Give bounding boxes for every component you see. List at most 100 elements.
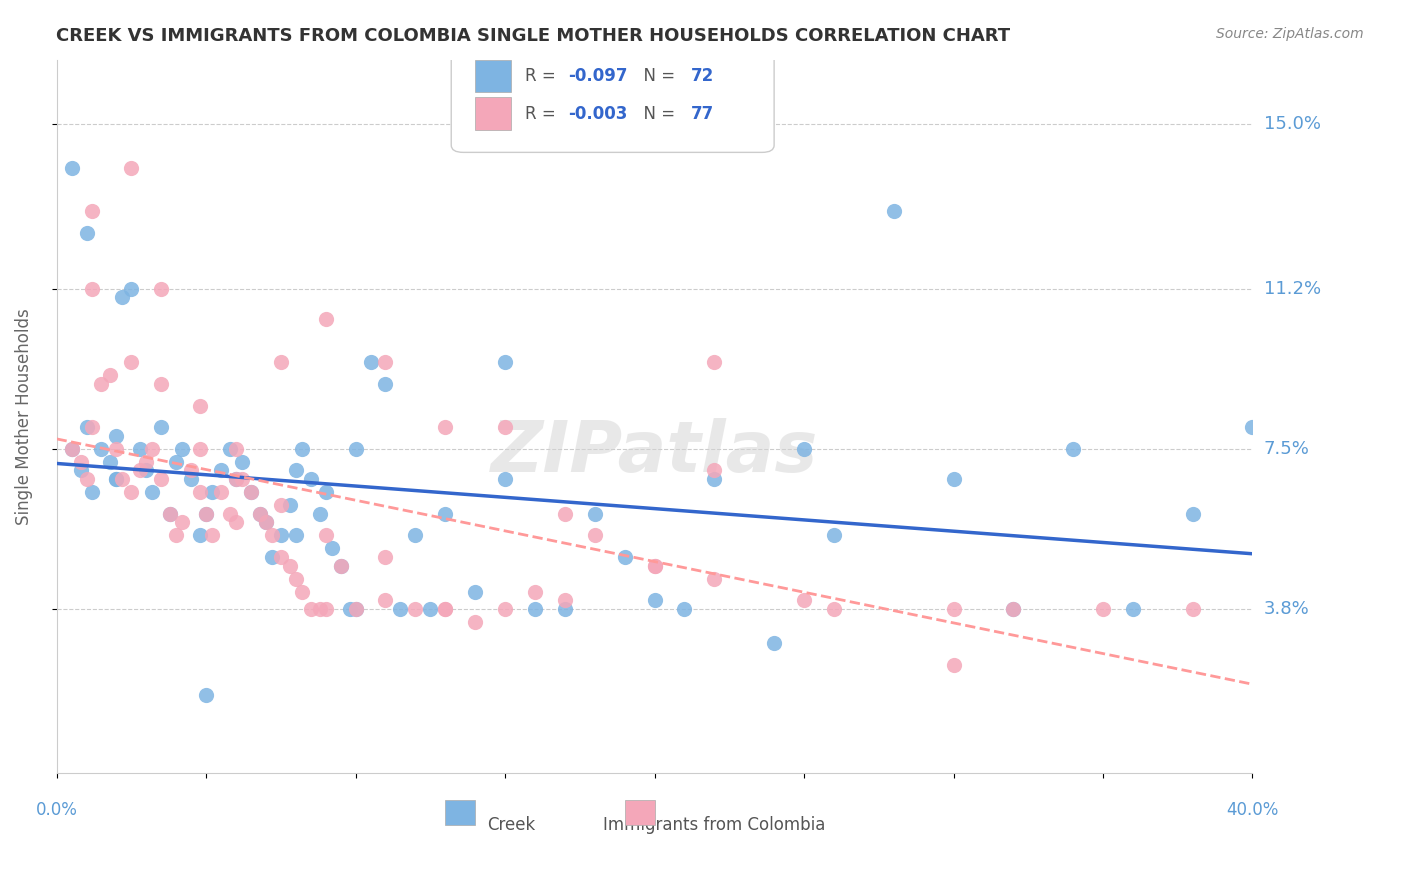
Point xyxy=(321,541,343,556)
Point xyxy=(1002,602,1025,616)
Point xyxy=(583,507,606,521)
Text: -0.003: -0.003 xyxy=(568,105,628,123)
Point xyxy=(374,355,396,369)
Point xyxy=(120,161,142,175)
Point xyxy=(763,636,786,650)
Point xyxy=(201,485,224,500)
Point xyxy=(129,463,152,477)
Point xyxy=(1241,420,1264,434)
Point xyxy=(195,507,218,521)
Point xyxy=(150,472,173,486)
Point xyxy=(209,485,232,500)
Text: 0.0%: 0.0% xyxy=(35,801,77,819)
Point xyxy=(225,472,247,486)
Point xyxy=(100,368,122,383)
FancyBboxPatch shape xyxy=(451,38,775,153)
Point xyxy=(703,355,725,369)
Y-axis label: Single Mother Households: Single Mother Households xyxy=(15,308,32,524)
Text: 3.8%: 3.8% xyxy=(1264,599,1309,618)
Point xyxy=(239,485,262,500)
Point xyxy=(249,507,271,521)
Point xyxy=(339,602,361,616)
Point xyxy=(315,528,337,542)
Point xyxy=(494,355,516,369)
Point xyxy=(554,602,576,616)
Point xyxy=(141,485,163,500)
Point xyxy=(82,485,104,500)
Point xyxy=(494,602,516,616)
Point xyxy=(188,399,211,413)
Point xyxy=(419,602,441,616)
Point xyxy=(76,226,98,240)
Point xyxy=(1062,442,1084,456)
Point xyxy=(239,485,262,500)
Point xyxy=(308,507,330,521)
Point xyxy=(299,472,322,486)
Point xyxy=(219,442,242,456)
Point xyxy=(195,507,218,521)
Point xyxy=(105,472,128,486)
Point xyxy=(374,376,396,391)
Point xyxy=(389,602,412,616)
Point xyxy=(135,455,157,469)
Point xyxy=(523,602,546,616)
Point xyxy=(82,420,104,434)
Point xyxy=(231,472,253,486)
Text: 11.2%: 11.2% xyxy=(1264,280,1320,298)
Point xyxy=(703,472,725,486)
Point xyxy=(260,549,283,564)
Text: 77: 77 xyxy=(690,105,714,123)
Text: N =: N = xyxy=(633,67,681,85)
Point xyxy=(464,584,486,599)
Text: Source: ZipAtlas.com: Source: ZipAtlas.com xyxy=(1216,27,1364,41)
Point xyxy=(523,584,546,599)
Point xyxy=(823,602,845,616)
Point xyxy=(494,420,516,434)
Point xyxy=(883,204,905,219)
Point xyxy=(1181,602,1204,616)
Point xyxy=(82,282,104,296)
Text: 7.5%: 7.5% xyxy=(1264,440,1309,458)
Point xyxy=(188,485,211,500)
Point xyxy=(225,516,247,530)
Point xyxy=(434,420,457,434)
Point xyxy=(100,455,122,469)
Text: 15.0%: 15.0% xyxy=(1264,115,1320,134)
Point xyxy=(270,549,292,564)
Point xyxy=(360,355,382,369)
Point xyxy=(644,558,666,573)
Point xyxy=(344,602,367,616)
Point xyxy=(254,516,277,530)
Point xyxy=(374,593,396,607)
Point xyxy=(150,282,173,296)
Point xyxy=(60,161,83,175)
Point xyxy=(278,498,301,512)
Point xyxy=(583,528,606,542)
Text: N =: N = xyxy=(633,105,681,123)
Point xyxy=(188,442,211,456)
Point xyxy=(308,602,330,616)
Point xyxy=(231,455,253,469)
Text: ZIPatlas: ZIPatlas xyxy=(491,417,818,486)
Point xyxy=(644,593,666,607)
Point xyxy=(150,420,173,434)
Point xyxy=(249,507,271,521)
Point xyxy=(329,558,352,573)
Point xyxy=(150,376,173,391)
Point xyxy=(613,549,636,564)
Point xyxy=(120,282,142,296)
Point xyxy=(60,442,83,456)
Point xyxy=(644,558,666,573)
Text: R =: R = xyxy=(526,105,561,123)
Point xyxy=(703,463,725,477)
Point xyxy=(260,528,283,542)
Point xyxy=(823,528,845,542)
Point xyxy=(299,602,322,616)
Point xyxy=(82,204,104,219)
Point xyxy=(180,463,202,477)
Point xyxy=(69,463,91,477)
Point xyxy=(434,602,457,616)
Point xyxy=(942,472,965,486)
Point xyxy=(165,528,187,542)
Point xyxy=(172,516,194,530)
